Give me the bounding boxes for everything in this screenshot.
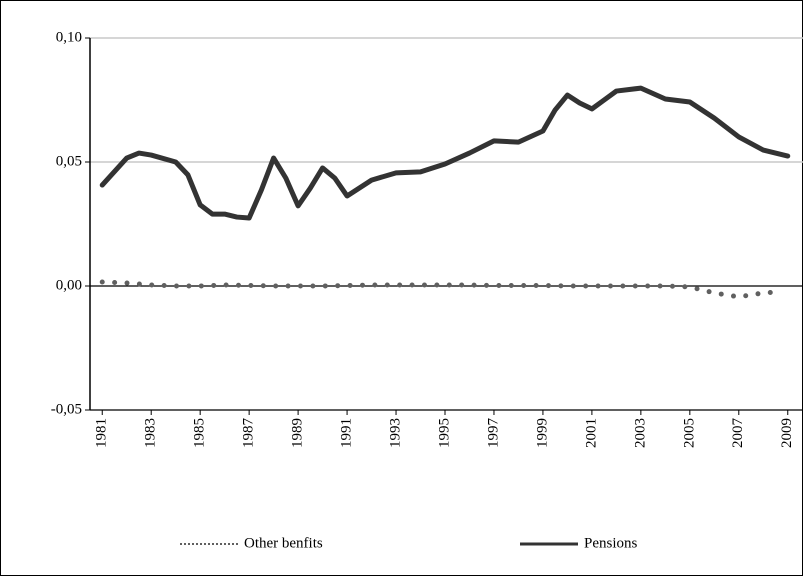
y-tick-label: 0,05	[56, 153, 82, 169]
x-tick-label: 2005	[681, 418, 697, 448]
x-tick-label: 1997	[485, 418, 501, 449]
legend-label: Other benfits	[244, 535, 323, 551]
y-tick-label: 0,00	[56, 277, 82, 293]
x-tick-label: 2009	[779, 418, 795, 448]
x-tick-label: 2001	[583, 418, 599, 448]
x-tick-label: 1987	[241, 418, 257, 449]
line-series	[99, 279, 781, 300]
x-tick-label: 2007	[730, 418, 746, 449]
x-tick-label: 1989	[290, 418, 306, 448]
x-tick-label: 1983	[143, 418, 159, 448]
x-tick-label: 1991	[339, 418, 355, 448]
x-tick-label: 1995	[436, 418, 452, 448]
y-tick-label: 0,10	[56, 29, 82, 45]
x-tick-label: 1999	[534, 418, 550, 448]
line-series	[99, 85, 791, 221]
x-tick-label: 1981	[94, 418, 110, 448]
y-tick-label: -0,05	[51, 401, 82, 417]
legend-label: Pensions	[584, 535, 638, 551]
x-tick-label: 1985	[192, 418, 208, 448]
x-tick-label: 1993	[387, 418, 403, 448]
x-tick-label: 2003	[632, 418, 648, 448]
